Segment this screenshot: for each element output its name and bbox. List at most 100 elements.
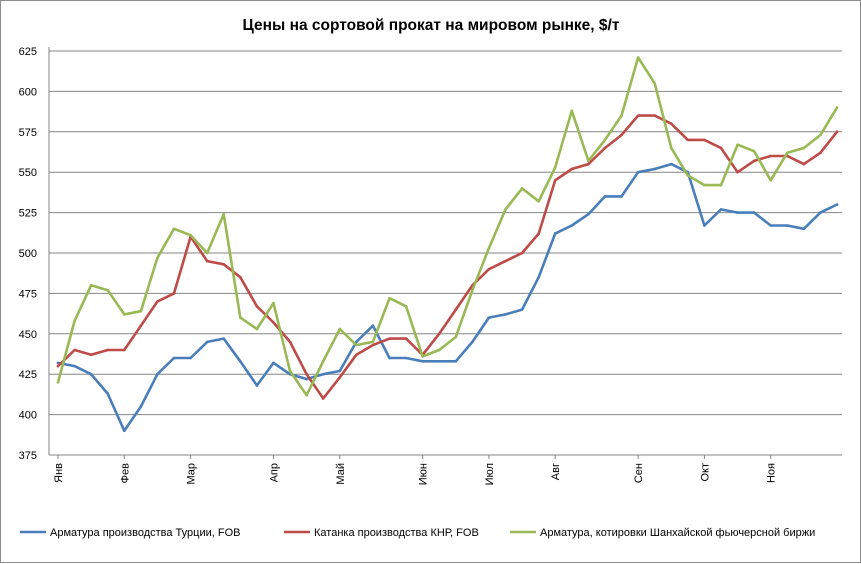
data-point: [404, 356, 408, 360]
y-tick-label: 625: [19, 46, 37, 58]
data-point: [603, 195, 607, 198]
data-point: [371, 340, 375, 344]
data-point: [520, 187, 524, 190]
data-point: [172, 292, 176, 295]
data-point: [288, 340, 292, 344]
data-point: [769, 224, 773, 227]
data-point: [719, 183, 723, 187]
data-point: [321, 359, 325, 363]
data-point: [454, 335, 458, 339]
data-point: [421, 355, 424, 358]
y-tick-label: 400: [19, 410, 37, 422]
data-point: [487, 316, 491, 319]
data-point: [371, 343, 375, 347]
data-point: [73, 348, 76, 352]
data-point: [255, 384, 259, 387]
data-point: [437, 359, 441, 363]
series-line-2: [56, 114, 839, 400]
data-point: [156, 300, 159, 303]
data-point: [371, 324, 375, 328]
data-point: [222, 263, 226, 266]
data-point: [703, 138, 706, 142]
legend-label: Арматура, котировки Шанхайской фьючерсно…: [540, 527, 815, 539]
data-point: [205, 259, 209, 263]
legend: Арматура производства Турции, FOB Катанка…: [20, 527, 815, 539]
data-point: [106, 392, 110, 395]
data-point: [471, 288, 474, 292]
data-point: [802, 162, 806, 166]
data-point: [802, 227, 806, 231]
data-point: [653, 167, 656, 171]
data-point: [139, 324, 143, 328]
data-point: [653, 82, 656, 85]
data-point: [819, 211, 822, 214]
data-point: [189, 233, 192, 237]
data-point: [139, 405, 143, 408]
data-point: [437, 332, 441, 336]
data-point: [736, 143, 739, 147]
data-point: [189, 356, 192, 360]
y-tick-label: 450: [19, 329, 37, 341]
data-point: [205, 340, 209, 344]
data-point: [620, 195, 623, 198]
y-tick-label: 600: [19, 86, 37, 98]
data-point: [122, 429, 126, 433]
data-point: [388, 356, 391, 360]
data-point: [636, 170, 640, 174]
data-point: [703, 224, 706, 227]
x-tick-label: Июн: [418, 463, 430, 485]
data-point: [239, 359, 242, 363]
data-point: [636, 56, 640, 59]
data-point: [719, 146, 723, 150]
data-point: [504, 259, 507, 263]
data-point: [819, 151, 822, 155]
data-point: [355, 353, 358, 357]
data-point: [122, 348, 126, 352]
data-point: [487, 267, 491, 271]
data-point: [338, 327, 342, 331]
data-point: [388, 337, 391, 340]
data-point: [537, 275, 540, 279]
legend-label: Арматура производства Турции, FOB: [50, 527, 240, 539]
data-point: [305, 393, 308, 397]
series-line-3: [56, 56, 839, 397]
data-point: [321, 372, 325, 376]
data-point: [106, 288, 110, 292]
data-point: [73, 364, 76, 368]
data-point: [321, 397, 325, 400]
x-tick-label: Май: [335, 463, 347, 485]
x-tick-label: Янв: [53, 463, 65, 483]
data-point: [222, 337, 226, 340]
data-point: [355, 343, 358, 347]
data-point: [703, 183, 706, 187]
y-tick-label: 500: [19, 248, 37, 260]
data-point: [338, 369, 342, 373]
data-point: [338, 376, 342, 379]
data-point: [388, 296, 391, 300]
data-point: [785, 151, 789, 155]
data-point: [73, 319, 76, 323]
data-point: [769, 154, 773, 158]
y-tick-label: 425: [19, 369, 37, 381]
data-point: [355, 340, 358, 344]
data-point: [636, 114, 640, 117]
data-point: [537, 199, 540, 203]
data-point: [719, 208, 723, 211]
data-point: [305, 372, 308, 376]
data-point: [172, 356, 176, 360]
data-point: [802, 146, 806, 150]
data-point: [454, 308, 458, 311]
data-point: [56, 364, 60, 368]
data-point: [504, 313, 507, 316]
data-point: [56, 361, 60, 365]
x-tick-label: Сен: [633, 463, 645, 483]
data-point: [89, 353, 93, 357]
data-point: [752, 159, 756, 163]
data-point: [437, 348, 441, 352]
data-point: [205, 251, 209, 255]
data-point: [669, 122, 673, 126]
data-point: [669, 162, 673, 166]
data-point: [835, 130, 839, 134]
data-point: [404, 337, 408, 340]
